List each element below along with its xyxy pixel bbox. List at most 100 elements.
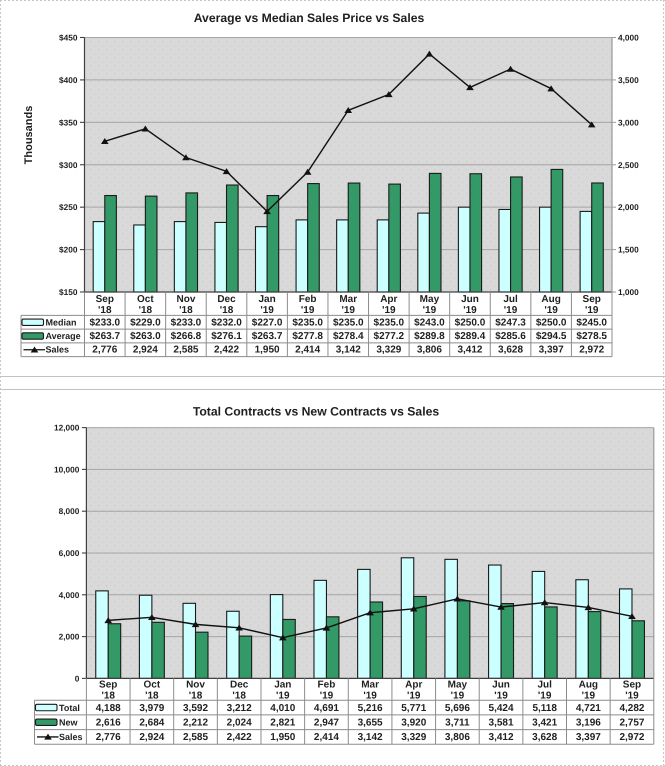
svg-text:4,010: 4,010 [270,703,295,714]
svg-text:$276.1: $276.1 [211,331,242,342]
svg-text:4,691: 4,691 [314,703,339,714]
svg-text:$250.0: $250.0 [536,318,567,329]
svg-text:3,329: 3,329 [376,345,401,356]
svg-text:3,592: 3,592 [183,703,208,714]
svg-text:3,421: 3,421 [532,718,557,729]
svg-text:3,581: 3,581 [489,718,514,729]
svg-text:Average vs Median Sales Price: Average vs Median Sales Price vs Sales [194,11,425,25]
svg-text:$229.0: $229.0 [130,318,161,329]
svg-text:2,000: 2,000 [618,202,639,212]
svg-text:5,216: 5,216 [358,703,383,714]
svg-text:'18: '18 [232,691,246,702]
svg-text:$250.0: $250.0 [455,318,486,329]
svg-text:2,422: 2,422 [227,732,252,743]
svg-text:$232.0: $232.0 [211,318,242,329]
svg-text:$294.5: $294.5 [536,331,567,342]
svg-text:Nov: Nov [186,680,205,691]
svg-text:2,684: 2,684 [139,718,164,729]
svg-text:'18: '18 [145,691,159,702]
svg-text:May: May [448,680,468,691]
svg-text:5,424: 5,424 [489,703,514,714]
svg-text:4,000: 4,000 [59,590,80,600]
svg-text:3,397: 3,397 [539,345,564,356]
svg-text:1,950: 1,950 [270,732,295,743]
svg-text:$266.8: $266.8 [171,331,202,342]
svg-text:2,585: 2,585 [183,732,208,743]
svg-text:3,329: 3,329 [401,732,426,743]
svg-text:'19: '19 [423,305,437,316]
svg-text:Oct: Oct [137,294,154,305]
svg-text:3,628: 3,628 [532,732,557,743]
svg-text:Jul: Jul [503,294,518,305]
svg-text:$263.7: $263.7 [89,331,120,342]
svg-text:'19: '19 [363,691,377,702]
svg-text:2,972: 2,972 [579,345,604,356]
svg-text:1,950: 1,950 [255,345,280,356]
svg-text:3,212: 3,212 [227,703,252,714]
svg-text:0: 0 [75,673,80,683]
svg-text:'19: '19 [382,305,396,316]
svg-text:Median: Median [46,318,77,328]
svg-text:12,000: 12,000 [54,423,80,433]
svg-text:2,585: 2,585 [173,345,198,356]
svg-text:1,000: 1,000 [618,287,639,297]
svg-text:2,212: 2,212 [183,718,208,729]
svg-text:'19: '19 [504,305,518,316]
svg-text:3,711: 3,711 [445,718,470,729]
svg-text:Mar: Mar [339,294,357,305]
svg-text:4,000: 4,000 [618,33,639,43]
svg-text:$235.0: $235.0 [292,318,323,329]
svg-text:Jan: Jan [274,680,291,691]
svg-text:3,397: 3,397 [576,732,601,743]
svg-text:$350: $350 [59,117,78,127]
svg-text:$235.0: $235.0 [374,318,405,329]
svg-text:'18: '18 [98,305,112,316]
svg-text:$247.3: $247.3 [495,318,526,329]
svg-text:2,924: 2,924 [133,345,158,356]
svg-text:$250: $250 [59,202,78,212]
svg-text:$289.4: $289.4 [455,331,486,342]
svg-text:3,806: 3,806 [445,732,470,743]
svg-text:2,422: 2,422 [214,345,239,356]
svg-text:4,188: 4,188 [96,703,121,714]
svg-text:'19: '19 [538,691,552,702]
svg-text:3,500: 3,500 [618,75,639,85]
svg-text:2,972: 2,972 [619,732,644,743]
svg-text:3,196: 3,196 [576,718,601,729]
svg-text:3,979: 3,979 [139,703,164,714]
svg-text:3,655: 3,655 [358,718,383,729]
svg-text:2,414: 2,414 [295,345,320,356]
svg-text:3,000: 3,000 [618,117,639,127]
svg-text:$243.0: $243.0 [414,318,445,329]
svg-text:$450: $450 [59,33,78,43]
svg-text:Nov: Nov [176,294,195,305]
svg-text:Aug: Aug [579,680,598,691]
svg-text:Apr: Apr [380,294,397,305]
svg-text:2,757: 2,757 [619,718,644,729]
svg-text:3,920: 3,920 [401,718,426,729]
svg-text:2,821: 2,821 [270,718,295,729]
svg-text:$278.4: $278.4 [333,331,364,342]
svg-text:'19: '19 [407,691,421,702]
svg-text:3,142: 3,142 [336,345,361,356]
svg-text:New: New [59,718,79,728]
svg-text:$233.0: $233.0 [89,318,120,329]
svg-text:4,721: 4,721 [576,703,601,714]
svg-text:2,924: 2,924 [139,732,164,743]
svg-text:'19: '19 [451,691,465,702]
svg-text:6,000: 6,000 [59,548,80,558]
svg-text:$150: $150 [59,287,78,297]
svg-text:$277.2: $277.2 [374,331,405,342]
svg-text:$285.6: $285.6 [495,331,526,342]
svg-text:$235.0: $235.0 [333,318,364,329]
svg-text:'18: '18 [189,691,203,702]
svg-text:5,118: 5,118 [532,703,557,714]
svg-text:3,806: 3,806 [417,345,442,356]
svg-text:'19: '19 [494,691,508,702]
svg-text:3,412: 3,412 [489,732,514,743]
svg-text:Average: Average [46,331,81,341]
svg-text:$277.8: $277.8 [292,331,323,342]
svg-text:2,776: 2,776 [92,345,117,356]
svg-text:2,000: 2,000 [59,632,80,642]
svg-text:Sep: Sep [99,680,117,691]
